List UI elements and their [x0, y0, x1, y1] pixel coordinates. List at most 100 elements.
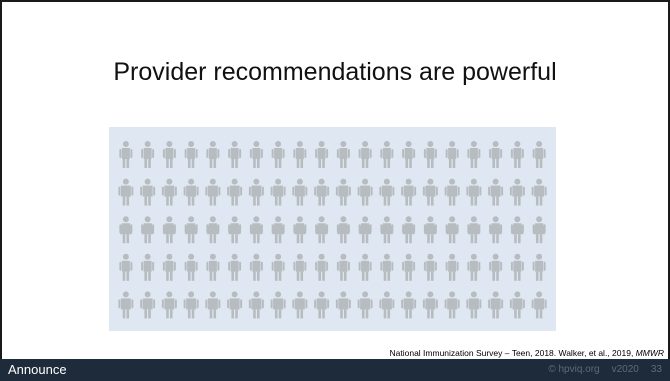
person-icon — [509, 178, 525, 206]
person-icon — [467, 141, 481, 168]
person-icon — [184, 141, 198, 168]
person-icon — [161, 291, 177, 319]
person-icon — [380, 141, 394, 168]
person-icon — [206, 216, 220, 244]
person-icon — [315, 216, 329, 244]
person-icon — [445, 216, 459, 244]
person-icon — [379, 178, 395, 206]
person-icon — [227, 178, 243, 206]
person-icon — [119, 253, 133, 281]
person-icon — [510, 253, 524, 281]
person-icon — [510, 216, 524, 244]
person-icon — [184, 216, 198, 244]
person-icon — [380, 216, 394, 244]
person-icon — [206, 141, 220, 168]
person-icon — [119, 141, 133, 168]
person-icon — [489, 253, 503, 281]
person-icon — [314, 291, 330, 319]
person-icon — [531, 291, 547, 319]
person-icon — [292, 178, 308, 206]
person-icon — [335, 291, 351, 319]
person-icon — [423, 216, 437, 244]
person-icon — [227, 291, 243, 319]
footer-section-label: Announce — [8, 362, 67, 377]
person-icon — [184, 253, 198, 281]
person-icon — [271, 216, 285, 244]
person-icon — [357, 178, 373, 206]
person-icon — [336, 253, 350, 281]
person-icon — [248, 291, 264, 319]
footer-version: v2020 — [611, 364, 639, 375]
people-figure-panel — [109, 127, 556, 331]
person-icon — [423, 141, 437, 168]
person-icon — [401, 291, 417, 319]
person-icon — [206, 253, 220, 281]
person-icon — [423, 253, 437, 281]
person-icon — [249, 253, 263, 281]
person-icon — [357, 291, 373, 319]
person-icon — [402, 253, 416, 281]
person-icon — [183, 178, 199, 206]
person-icon — [270, 291, 286, 319]
person-icon — [141, 141, 155, 168]
person-icon — [271, 141, 285, 168]
source-citation: National Immunization Survey – Teen, 201… — [390, 348, 665, 358]
people-grid — [118, 141, 547, 319]
person-icon — [162, 216, 176, 244]
person-icon — [336, 216, 350, 244]
person-icon — [532, 253, 546, 281]
person-icon — [402, 216, 416, 244]
person-icon — [228, 253, 242, 281]
footer-bar: Announce © hpviq.org v2020 33 — [0, 359, 670, 381]
person-icon — [401, 178, 417, 206]
person-icon — [358, 216, 372, 244]
person-icon — [489, 141, 503, 168]
person-icon — [119, 216, 133, 244]
person-icon — [249, 216, 263, 244]
footer-copyright: © hpviq.org — [548, 364, 600, 375]
person-icon — [293, 216, 307, 244]
person-icon — [315, 253, 329, 281]
person-icon — [293, 141, 307, 168]
person-icon — [379, 291, 395, 319]
citation-text: National Immunization Survey – Teen, 201… — [389, 348, 636, 358]
person-icon — [444, 178, 460, 206]
person-icon — [336, 141, 350, 168]
person-icon — [402, 141, 416, 168]
person-icon — [270, 178, 286, 206]
person-icon — [271, 253, 285, 281]
person-icon — [140, 178, 156, 206]
person-icon — [162, 141, 176, 168]
person-icon — [228, 141, 242, 168]
person-icon — [162, 253, 176, 281]
person-icon — [510, 141, 524, 168]
citation-journal: MMWR — [635, 348, 664, 358]
person-icon — [466, 291, 482, 319]
person-icon — [509, 291, 525, 319]
person-icon — [314, 178, 330, 206]
person-icon — [161, 178, 177, 206]
person-icon — [444, 291, 460, 319]
person-icon — [532, 216, 546, 244]
person-icon — [140, 291, 156, 319]
person-icon — [532, 141, 546, 168]
person-icon — [228, 216, 242, 244]
person-icon — [293, 253, 307, 281]
person-icon — [422, 178, 438, 206]
person-icon — [467, 253, 481, 281]
person-icon — [141, 216, 155, 244]
person-icon — [445, 253, 459, 281]
person-icon — [249, 141, 263, 168]
person-icon — [467, 216, 481, 244]
person-icon — [466, 178, 482, 206]
person-icon — [380, 253, 394, 281]
person-icon — [292, 291, 308, 319]
person-icon — [315, 141, 329, 168]
person-icon — [445, 141, 459, 168]
person-icon — [205, 291, 221, 319]
person-icon — [489, 216, 503, 244]
person-icon — [118, 291, 134, 319]
person-icon — [183, 291, 199, 319]
slide-title: Provider recommendations are powerful — [113, 58, 557, 86]
footer-meta: © hpviq.org v2020 33 — [548, 364, 662, 375]
